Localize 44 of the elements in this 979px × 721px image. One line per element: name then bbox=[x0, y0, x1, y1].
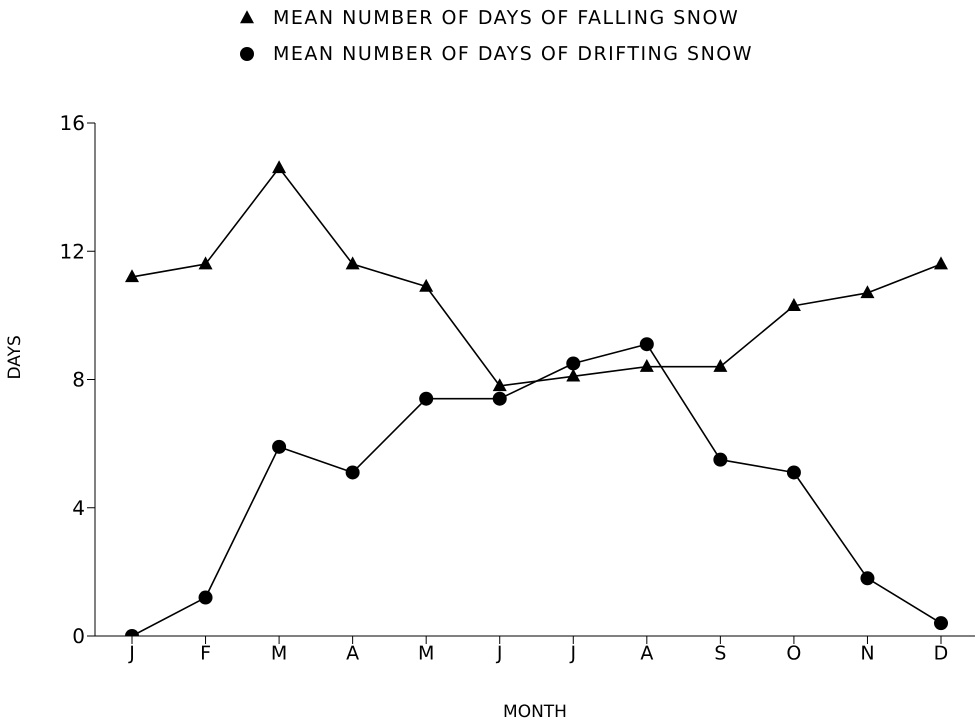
y-tick-label: 0 bbox=[72, 624, 85, 648]
point bbox=[272, 440, 286, 454]
point bbox=[640, 358, 654, 372]
point bbox=[198, 256, 213, 270]
x-tick-label: F bbox=[200, 642, 212, 664]
point bbox=[492, 378, 507, 392]
x-tick-label: J bbox=[569, 642, 576, 664]
y-tick-label: 12 bbox=[60, 239, 85, 264]
y-tick-label: 16 bbox=[60, 111, 85, 136]
x-axis-title: MONTH bbox=[503, 702, 567, 721]
x-tick-label: N bbox=[860, 642, 875, 664]
legend-label: MEAN NUMBER OF DAYS OF FALLING SNOW bbox=[273, 7, 740, 29]
x-tick-label: D bbox=[934, 642, 948, 664]
y-tick-label: 4 bbox=[72, 496, 85, 520]
point bbox=[713, 358, 728, 372]
point bbox=[860, 285, 874, 298]
x-tick-label: A bbox=[640, 642, 654, 664]
point bbox=[492, 392, 507, 406]
point bbox=[640, 337, 654, 352]
point bbox=[272, 160, 286, 174]
x-tick-label: J bbox=[128, 642, 135, 664]
x-tick-label: S bbox=[714, 642, 726, 664]
point bbox=[713, 452, 728, 467]
x-tick-label: J bbox=[496, 642, 503, 664]
point bbox=[419, 392, 434, 406]
point bbox=[346, 256, 360, 270]
x-tick-label: M bbox=[418, 642, 434, 664]
x-tick-label: A bbox=[346, 642, 360, 664]
legend-label: MEAN NUMBER OF DAYS OF DRIFTING SNOW bbox=[273, 43, 754, 65]
point bbox=[419, 278, 434, 292]
x-tick-label: M bbox=[270, 642, 288, 664]
point bbox=[786, 298, 801, 312]
y-axis-title: DAYS bbox=[5, 335, 26, 380]
point bbox=[566, 368, 580, 382]
point bbox=[934, 616, 948, 630]
point bbox=[346, 465, 360, 480]
point bbox=[860, 571, 874, 586]
point bbox=[934, 256, 948, 270]
point bbox=[566, 356, 580, 370]
point bbox=[198, 590, 213, 605]
point bbox=[786, 465, 801, 480]
point bbox=[125, 269, 139, 282]
y-tick-label: 8 bbox=[72, 368, 85, 392]
x-tick-label: O bbox=[786, 642, 802, 664]
